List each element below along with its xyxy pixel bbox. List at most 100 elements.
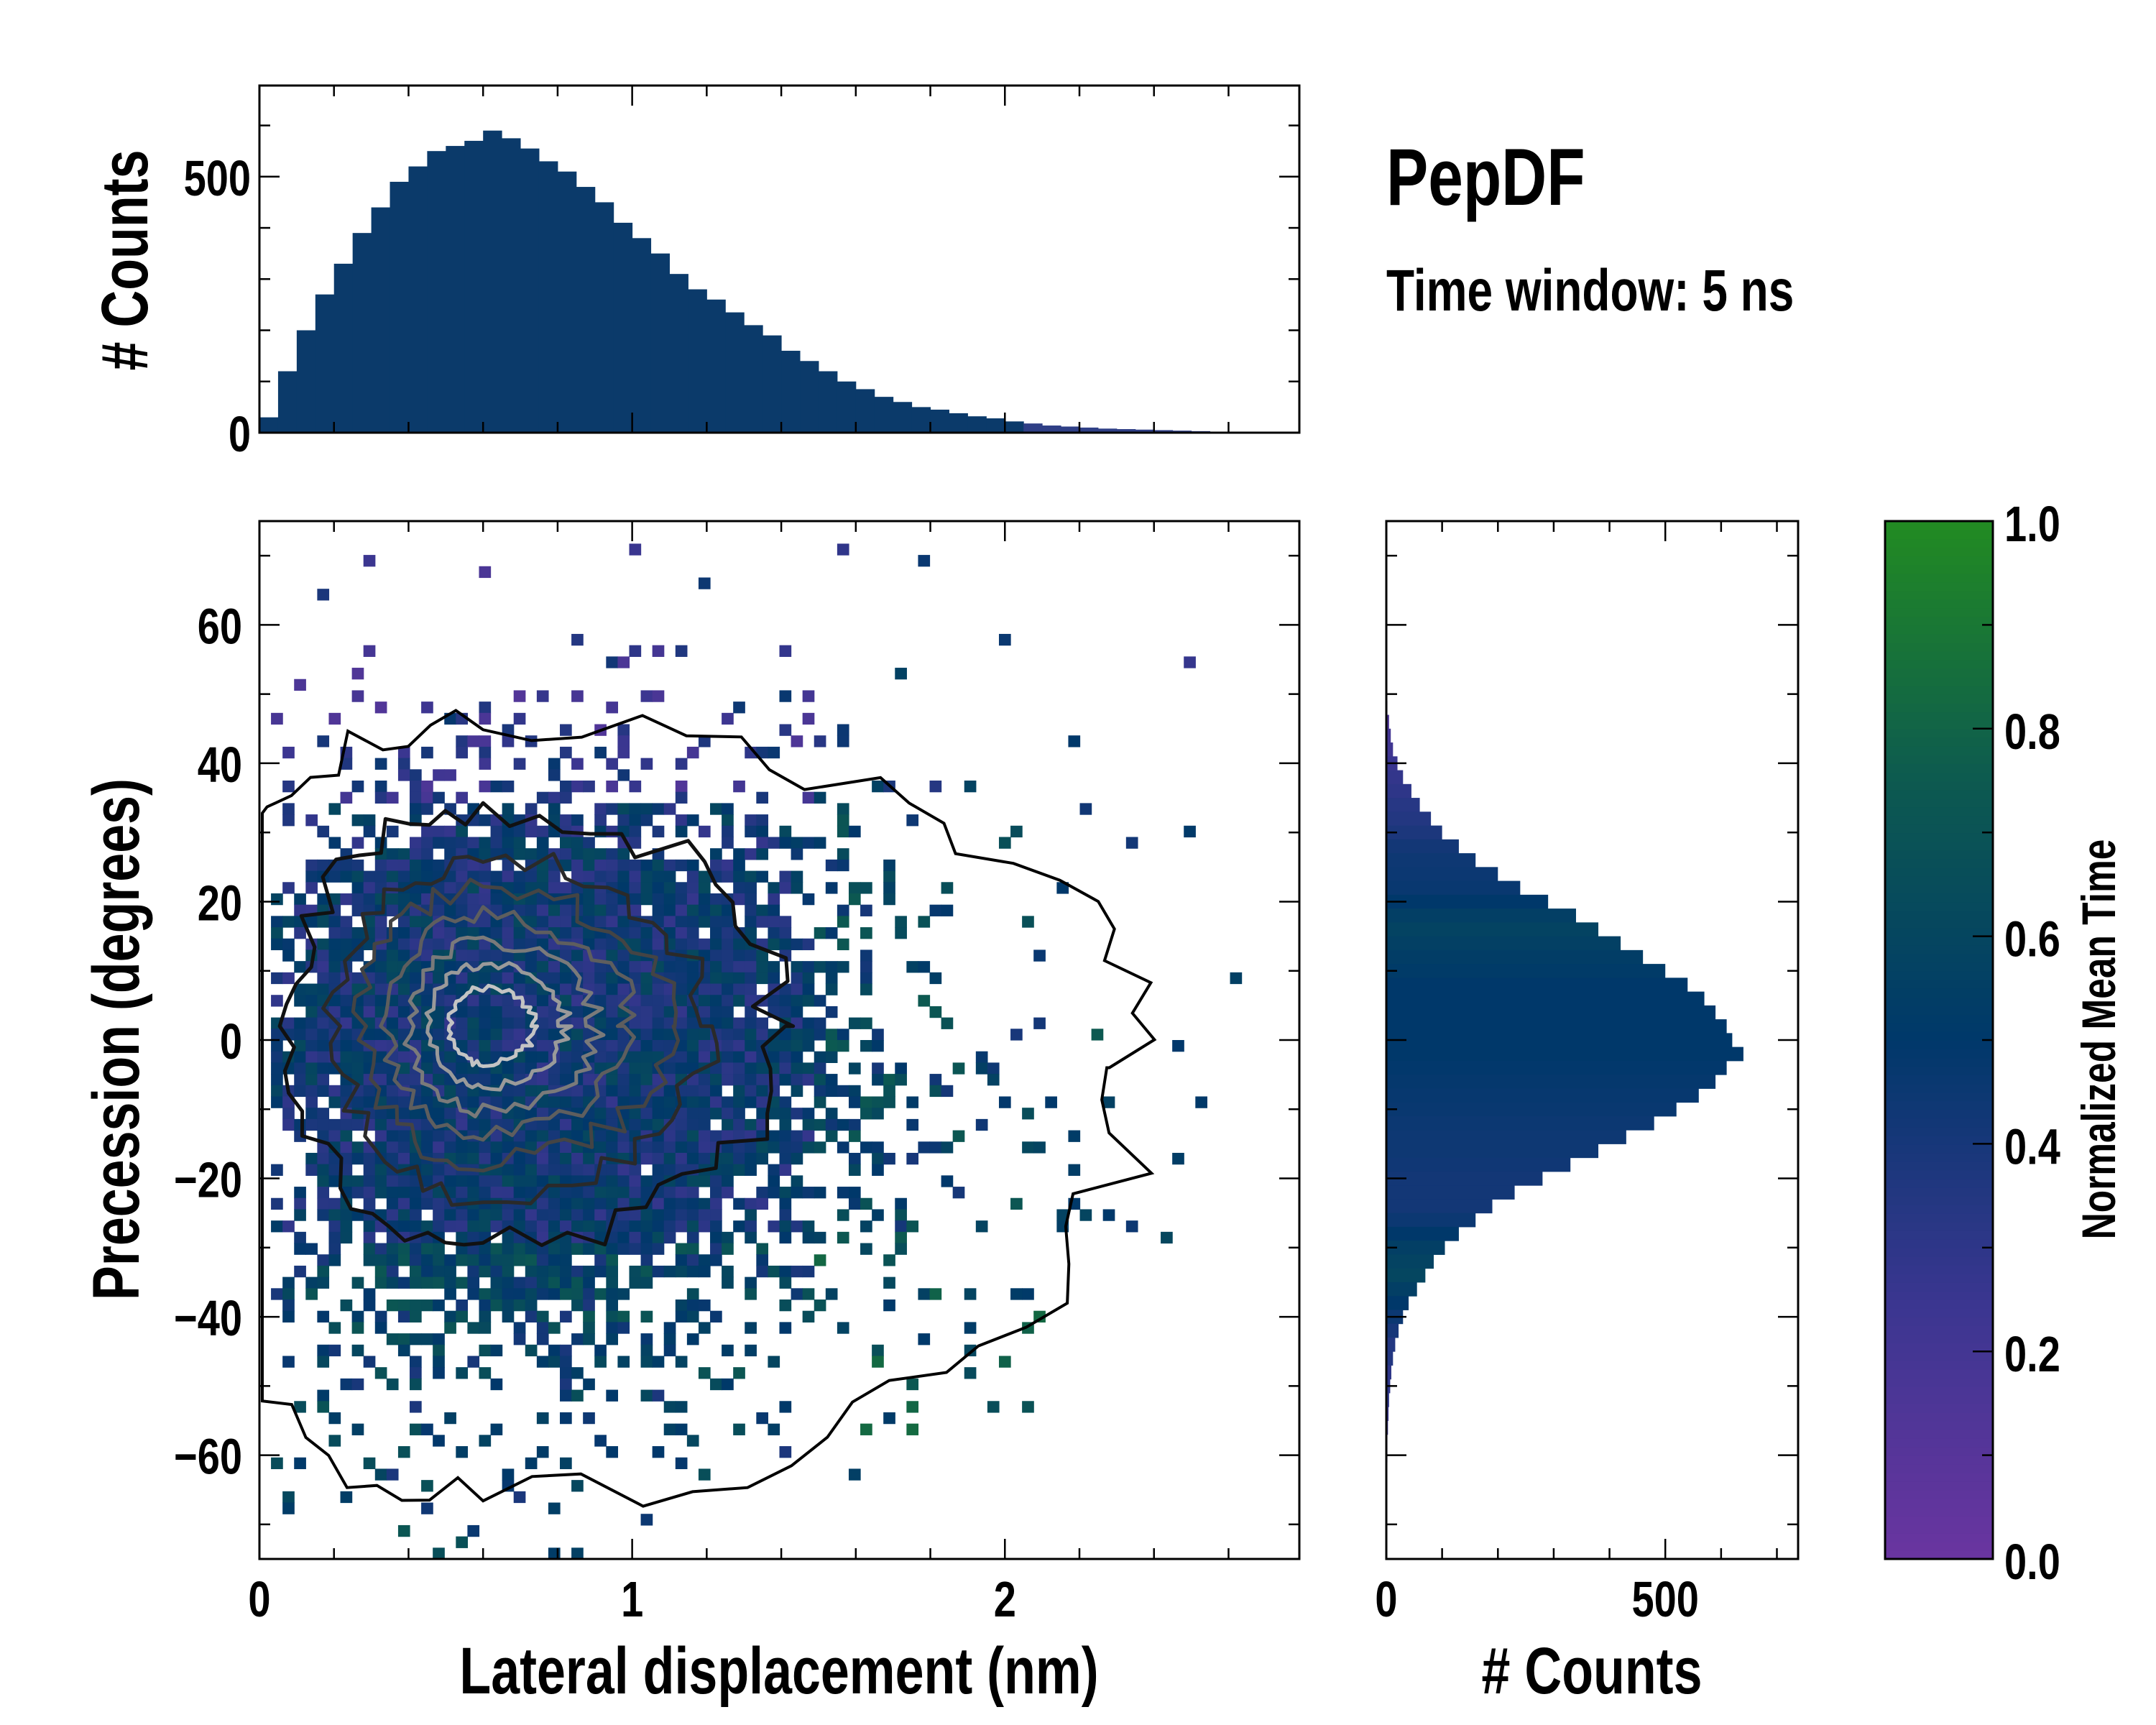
histogram-bar — [538, 161, 558, 433]
heatmap-cell — [710, 1231, 722, 1244]
heatmap-cell — [456, 735, 468, 748]
heatmap-cell — [294, 927, 306, 939]
heatmap-cell — [906, 1096, 919, 1108]
heatmap-cell — [895, 1197, 907, 1210]
colorbar-segment — [1885, 970, 1993, 980]
heatmap-cell — [791, 995, 803, 1007]
heatmap-cell — [860, 904, 872, 916]
heatmap-cell — [929, 781, 942, 793]
heatmap-cell — [444, 983, 456, 995]
heatmap-cell — [629, 882, 642, 894]
heatmap-cell — [768, 1130, 780, 1142]
heatmap-cell — [1195, 1096, 1207, 1108]
heatmap-cell — [756, 825, 769, 838]
heatmap-cell — [640, 1108, 653, 1120]
heatmap-cell — [467, 1187, 480, 1199]
heatmap-cell — [629, 859, 642, 872]
heatmap-cell — [560, 859, 572, 872]
heatmap-cell — [571, 1029, 584, 1041]
heatmap-cell — [606, 1051, 619, 1063]
heatmap-cell — [860, 1108, 872, 1120]
colorbar-segment — [1885, 547, 1993, 557]
histogram-bar — [1386, 1323, 1399, 1338]
heatmap-cell — [433, 837, 445, 849]
heatmap-cell — [386, 870, 399, 883]
heatmap-cell — [502, 1085, 515, 1098]
heatmap-cell — [929, 1074, 942, 1086]
histogram-bar — [1386, 1102, 1677, 1117]
heatmap-cell — [502, 1040, 515, 1052]
heatmap-cell — [583, 961, 595, 973]
histogram-bar — [1386, 867, 1498, 882]
contour-level — [424, 961, 573, 1092]
histogram-bar — [632, 238, 652, 433]
heatmap-cell — [305, 1029, 318, 1041]
heatmap-cell — [317, 1085, 330, 1098]
heatmap-cell — [686, 893, 699, 906]
heatmap-cell — [883, 1254, 895, 1266]
heatmap-cell — [722, 803, 734, 815]
heatmap-cell — [814, 1017, 826, 1029]
heatmap-cell — [467, 882, 480, 894]
colorbar-segment — [1885, 1049, 1993, 1059]
heatmap-cell — [768, 961, 780, 973]
heatmap-cell — [571, 1288, 584, 1300]
heatmap-cell — [802, 1118, 815, 1131]
histogram-bar — [446, 146, 465, 433]
heatmap-cell — [548, 769, 561, 781]
heatmap-cell — [779, 1265, 792, 1278]
heatmap-cell — [386, 961, 399, 973]
heatmap-cell — [363, 1175, 376, 1187]
heatmap-cell — [791, 983, 803, 995]
heatmap-cell — [467, 949, 480, 962]
heatmap-cell — [722, 1130, 734, 1142]
heatmap-cell — [756, 1197, 769, 1210]
colorbar-segment — [1885, 1498, 1993, 1508]
colorbar-segment — [1885, 702, 1993, 712]
heatmap-cell — [640, 972, 653, 985]
heatmap-cell — [640, 995, 653, 1007]
heatmap-cell — [814, 995, 826, 1007]
colorbar-segment — [1885, 1221, 1993, 1231]
heatmap-cell — [282, 972, 295, 985]
heatmap-cell — [328, 972, 341, 985]
heatmap-cell — [872, 1029, 884, 1041]
heatmap-cell — [1033, 1141, 1046, 1154]
heatmap-cell — [271, 995, 283, 1007]
heatmap-cell — [548, 882, 561, 894]
histogram-bar — [1386, 922, 1599, 937]
heatmap-cell — [675, 1401, 688, 1413]
heatmap-cell — [513, 1333, 526, 1346]
heatmap-cell — [536, 1197, 549, 1210]
heatmap-cell — [536, 1164, 549, 1176]
heatmap-cell — [652, 825, 665, 838]
heatmap-cell — [745, 1152, 757, 1165]
heatmap-cell — [386, 1006, 399, 1018]
heatmap-cell — [733, 1130, 745, 1142]
heatmap-cell — [317, 1356, 330, 1368]
heatmap-cell — [756, 1096, 769, 1108]
contour-lines — [277, 801, 796, 1247]
colorbar-segment — [1885, 1273, 1993, 1283]
heatmap-cell — [456, 1254, 468, 1266]
heatmap-cell — [536, 791, 549, 804]
main-ytick-label: −40 — [174, 1291, 242, 1346]
heatmap-cell — [374, 1187, 387, 1199]
heatmap-cell — [548, 1356, 561, 1368]
heatmap-cell — [802, 1220, 815, 1233]
histogram-bar — [763, 335, 782, 433]
heatmap-cell — [363, 1457, 376, 1470]
heatmap-cell — [490, 781, 503, 793]
heatmap-cell — [987, 1062, 1000, 1075]
heatmap-cell — [560, 1051, 572, 1063]
heatmap-cell — [652, 645, 665, 657]
heatmap-cell — [768, 1108, 780, 1120]
heatmap-cell — [560, 927, 572, 939]
heatmap-cell — [548, 1344, 561, 1357]
heatmap-cell — [571, 995, 584, 1007]
heatmap-cell — [525, 1220, 538, 1233]
heatmap-cell — [594, 1017, 607, 1029]
heatmap-cell — [374, 949, 387, 962]
heatmap-cell — [710, 1378, 722, 1391]
heatmap-cell — [686, 1152, 699, 1165]
